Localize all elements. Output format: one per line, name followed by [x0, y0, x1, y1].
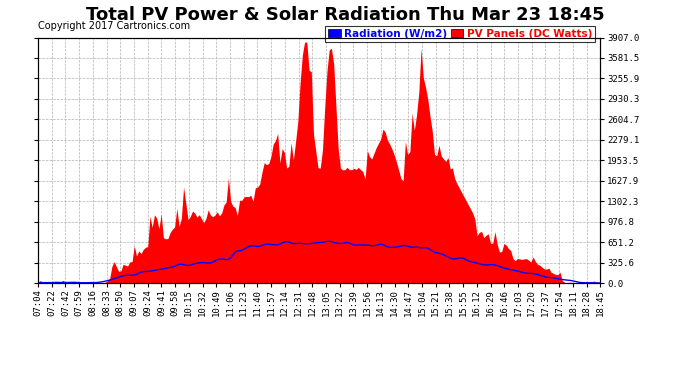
Text: Copyright 2017 Cartronics.com: Copyright 2017 Cartronics.com	[38, 21, 190, 31]
Legend: Radiation (W/m2), PV Panels (DC Watts): Radiation (W/m2), PV Panels (DC Watts)	[325, 26, 595, 42]
Text: Total PV Power & Solar Radiation Thu Mar 23 18:45: Total PV Power & Solar Radiation Thu Mar…	[86, 6, 604, 24]
